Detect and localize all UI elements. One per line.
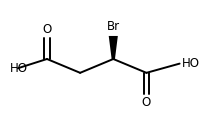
Text: O: O	[142, 96, 151, 109]
Text: O: O	[42, 23, 52, 36]
Text: HO: HO	[10, 62, 28, 75]
Text: HO: HO	[182, 57, 200, 70]
Text: Br: Br	[107, 20, 120, 33]
Polygon shape	[109, 36, 118, 59]
